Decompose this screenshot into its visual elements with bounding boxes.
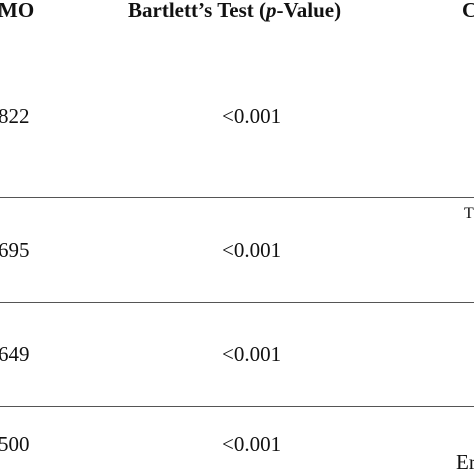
header-text: p (266, 0, 277, 22)
cell: 822 (0, 104, 30, 128)
cell: Er (456, 450, 474, 474)
cell: 649 (0, 342, 30, 366)
cell: T (464, 205, 474, 222)
header-cell: Bartlett’s Test (p-Value) (128, 0, 341, 21)
row-rule (0, 406, 474, 407)
cell: <0.001 (222, 238, 282, 262)
header-cell: C (462, 0, 474, 22)
header-cell: MO (0, 0, 35, 22)
cell: <0.001 (222, 432, 282, 456)
cell: <0.001 (222, 104, 282, 128)
cell: 695 (0, 238, 30, 262)
header-text: Bartlett’s Test ( (128, 0, 267, 22)
header-text: -Value) (276, 0, 342, 22)
cell: <0.001 (222, 342, 282, 366)
row-rule (0, 302, 474, 303)
cell: 500 (0, 432, 30, 456)
row-rule (0, 197, 474, 198)
